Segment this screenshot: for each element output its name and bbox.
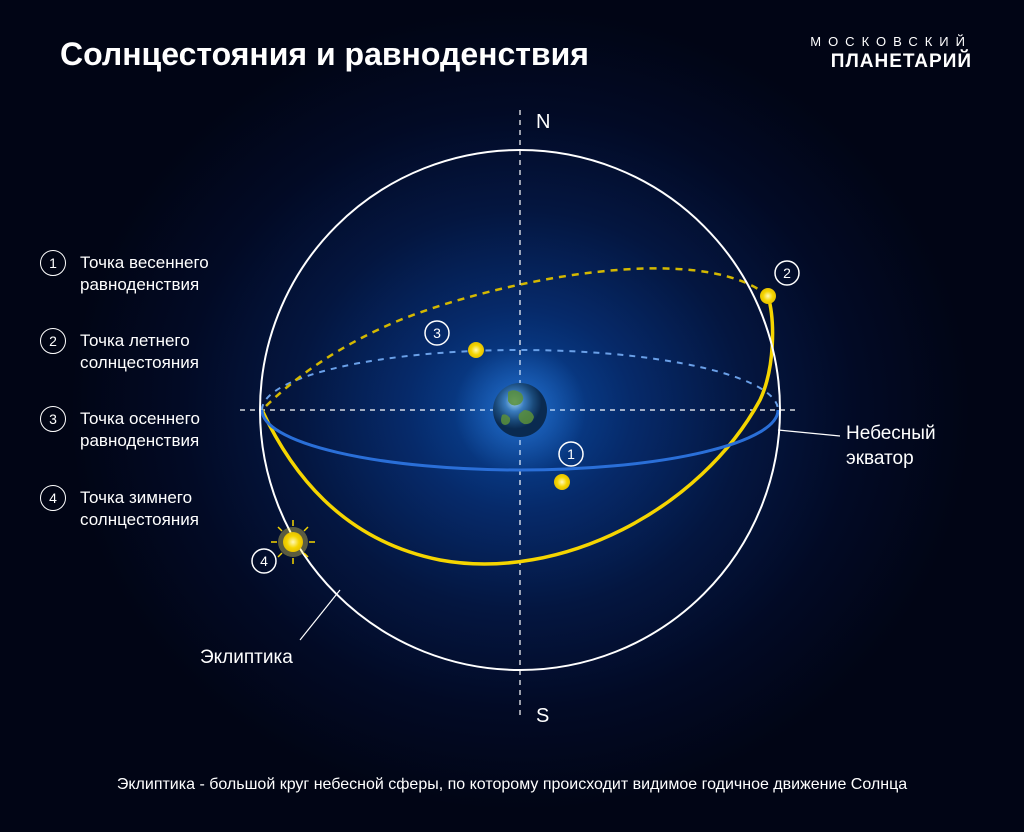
caption: Эклиптика - большой круг небесной сферы,…	[0, 776, 1024, 794]
ecliptic-label: Эклиптика	[200, 646, 293, 671]
point-3-label: 3	[433, 325, 441, 341]
equator-label: Небесный экватор	[846, 422, 936, 471]
point-4-label: 4	[260, 553, 268, 569]
point-1	[554, 474, 570, 490]
point-3	[468, 342, 484, 358]
point-4-sun	[271, 520, 315, 564]
equator-leader	[778, 430, 840, 436]
north-label: N	[536, 111, 550, 133]
celestial-sphere-diagram: N S 3 1 2 4	[0, 0, 1024, 832]
point-1-label: 1	[567, 446, 575, 462]
point-2	[760, 288, 776, 304]
earth	[493, 383, 547, 437]
point-2-label: 2	[783, 265, 791, 281]
ecliptic-leader	[300, 590, 340, 640]
south-label: S	[536, 705, 549, 727]
